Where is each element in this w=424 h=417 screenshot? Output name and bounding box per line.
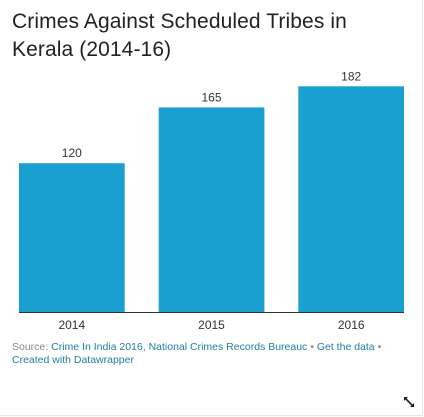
source-prefix: Source: [12, 341, 49, 353]
chart-notes: Source: Crime In India 2016, National Cr… [12, 341, 412, 367]
bar-value-label-2015: 165 [201, 90, 221, 104]
bar-chart-svg: 120 2014 165 2015 182 2016 [19, 69, 404, 332]
chart-title: Crimes Against Scheduled Tribes in Keral… [12, 10, 347, 61]
datawrapper-link[interactable]: Created with Datawrapper [12, 354, 134, 366]
bar-2016 [298, 86, 404, 312]
bar-chart: 120 2014 165 2015 182 2016 [0, 64, 424, 336]
x-tick-label-2016: 2016 [338, 318, 365, 332]
separator: • [310, 341, 314, 353]
bar-2015 [158, 107, 265, 313]
bar-2014 [19, 163, 125, 312]
x-tick-label-2015: 2015 [198, 318, 225, 332]
separator: • [377, 341, 382, 353]
bar-value-label-2014: 120 [62, 146, 82, 160]
source-link[interactable]: Crime In India 2016, National Crimes Rec… [51, 341, 308, 353]
get-data-link[interactable]: Get the data [316, 341, 375, 353]
expand-arrows-icon[interactable] [403, 396, 415, 408]
bar-value-label-2016: 182 [341, 69, 361, 83]
x-tick-label-2014: 2014 [58, 318, 85, 332]
